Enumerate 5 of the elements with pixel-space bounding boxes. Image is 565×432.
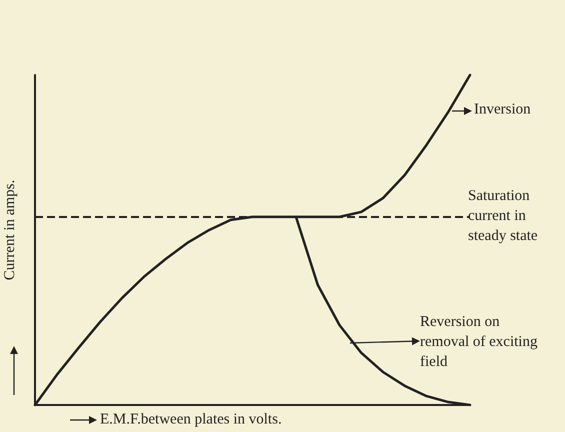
annotation: Reversion on removal of exciting field bbox=[420, 314, 542, 370]
y-axis-title: Current in amps. bbox=[2, 180, 18, 280]
text: Inversion bbox=[474, 102, 532, 118]
x-axis-title: E.M.F.between plates in volts. bbox=[100, 412, 282, 428]
annotation: Saturation current in steady state bbox=[468, 188, 538, 244]
